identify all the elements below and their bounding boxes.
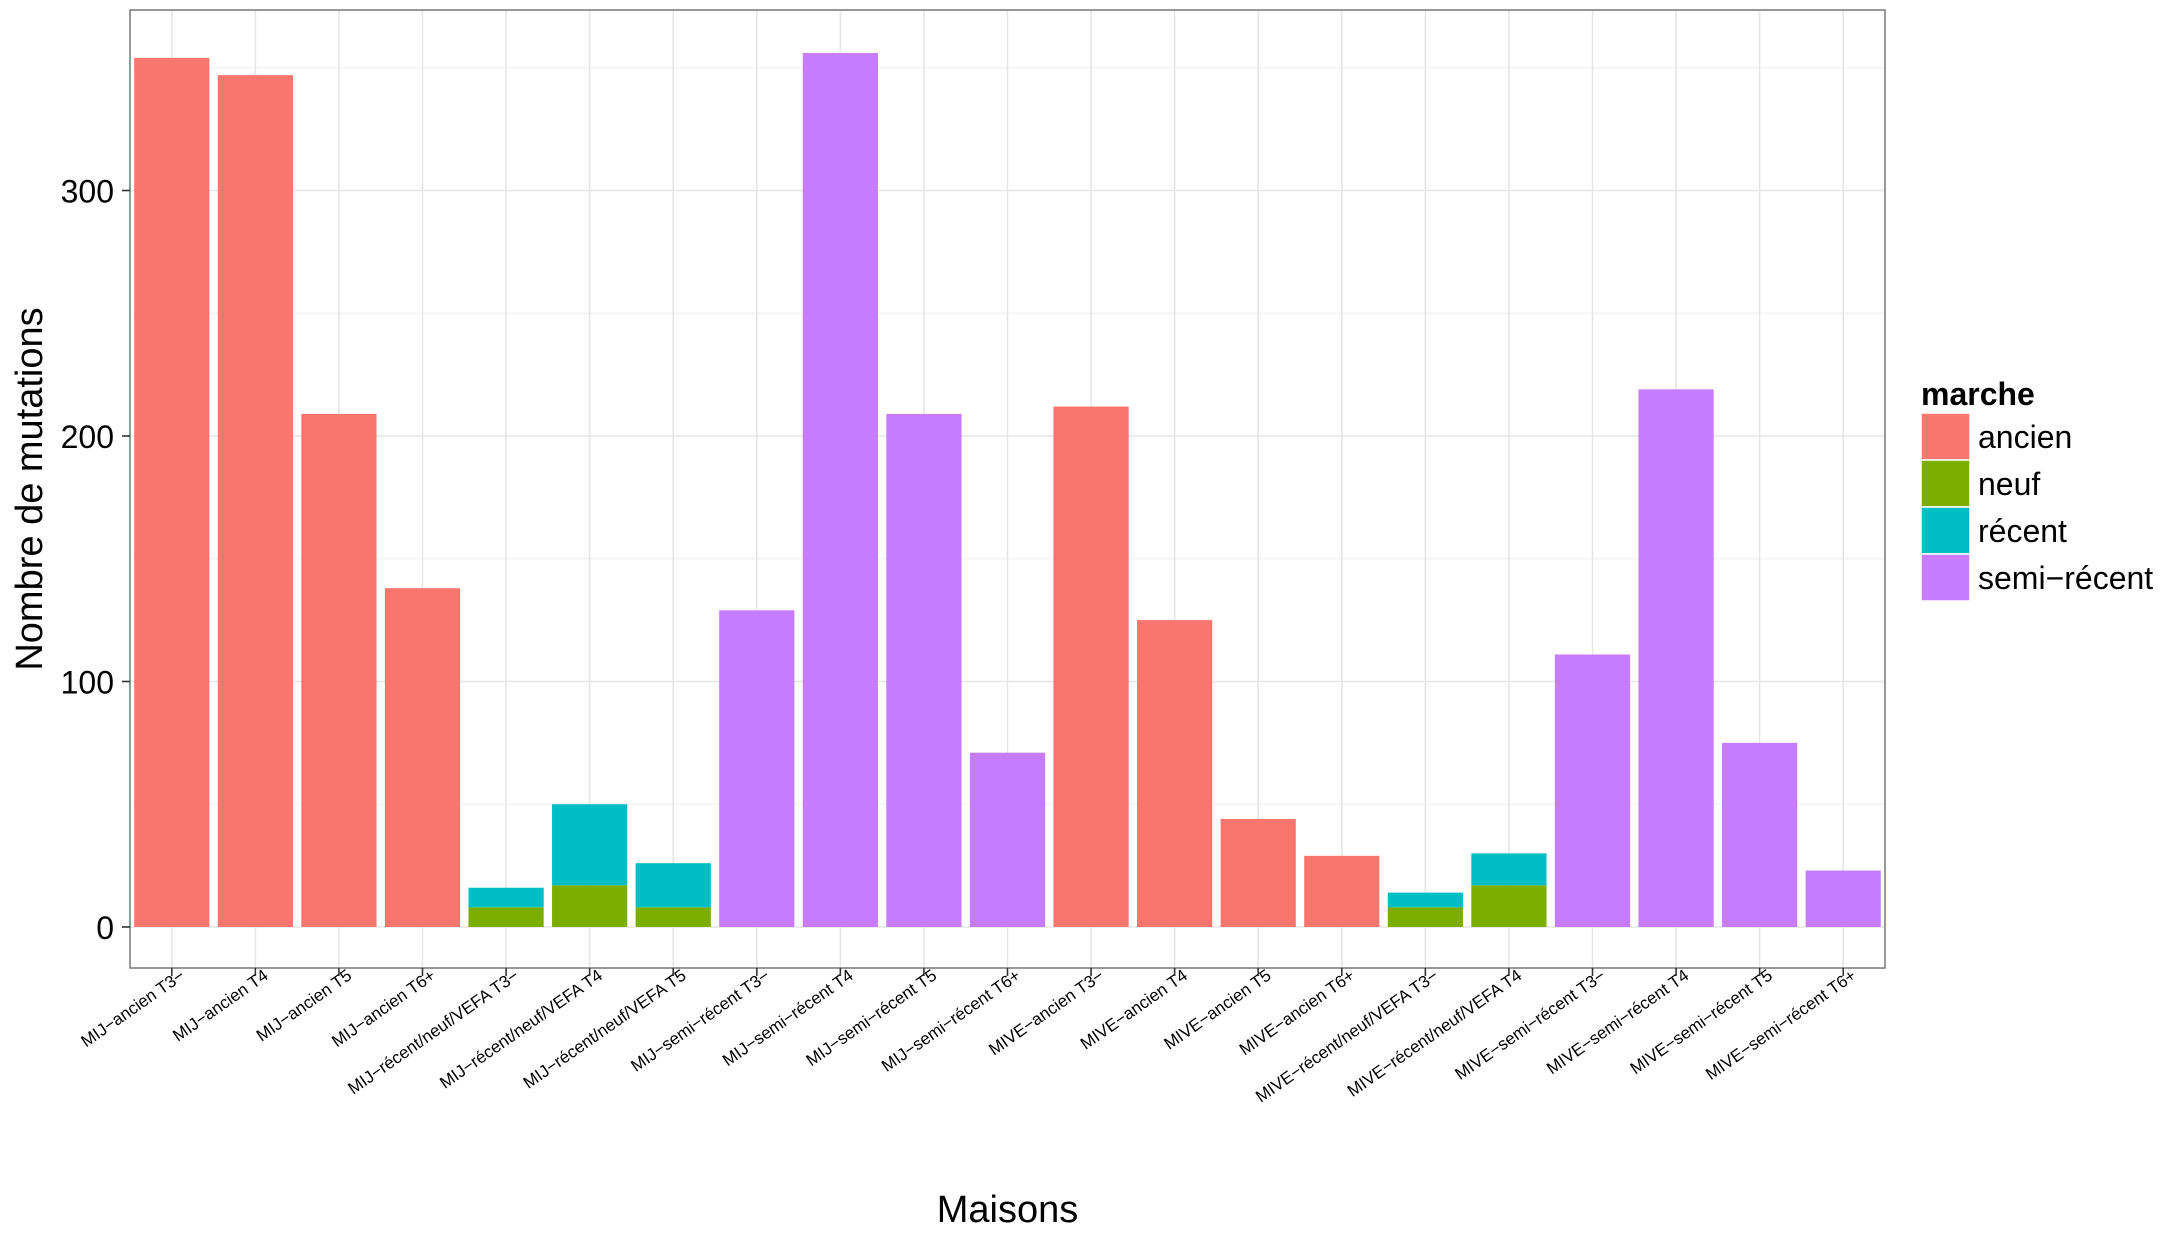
legend-label: récent xyxy=(1978,513,2067,549)
bar xyxy=(1722,742,1798,927)
bar xyxy=(1137,620,1213,927)
legend-label: neuf xyxy=(1978,466,2040,502)
bar xyxy=(635,863,711,908)
y-tick-label: 200 xyxy=(61,419,114,455)
y-tick-label: 100 xyxy=(61,665,114,701)
bar xyxy=(468,907,544,927)
bar xyxy=(1304,855,1380,927)
bar xyxy=(552,804,628,886)
bar xyxy=(1471,885,1547,927)
legend-label: semi−récent xyxy=(1978,560,2153,596)
x-tick-label: MIVE−semi−récent T4 xyxy=(1543,966,1692,1078)
bar xyxy=(1638,389,1714,928)
bar xyxy=(134,57,210,928)
bar xyxy=(552,885,628,927)
bar xyxy=(1471,853,1547,886)
y-tick-label: 0 xyxy=(96,910,114,946)
bar xyxy=(217,75,293,928)
bar xyxy=(301,413,377,927)
bar xyxy=(802,53,878,927)
bar xyxy=(1805,870,1881,927)
x-tick-label: MIJ−récent/neuf/VEFA T4 xyxy=(436,966,606,1093)
x-tick-label: MIJ−récent/neuf/VEFA T3− xyxy=(345,966,523,1099)
bar xyxy=(719,610,795,927)
legend-label: ancien xyxy=(1978,419,2072,455)
bar xyxy=(1053,406,1129,927)
legend-key xyxy=(1920,506,1971,555)
x-tick-label: MIVE−semi−récent T5 xyxy=(1627,966,1776,1078)
bar xyxy=(468,887,544,908)
y-tick-label: 300 xyxy=(61,174,114,210)
legend-key xyxy=(1920,459,1971,508)
bar xyxy=(1387,892,1463,908)
bar xyxy=(1387,907,1463,927)
x-tick-label: MIJ−semi−récent T6+ xyxy=(878,966,1024,1076)
legend-title: marche xyxy=(1921,376,2035,412)
x-axis-title: Maisons xyxy=(937,1189,1079,1231)
x-tick-label: MIJ−semi−récent T3− xyxy=(627,966,773,1076)
x-tick-label: MIJ−récent/neuf/VEFA T5 xyxy=(520,966,690,1093)
x-tick-label: MIVE−semi−récent T3− xyxy=(1451,966,1608,1084)
x-tick-label: MIJ−ancien T3− xyxy=(78,966,189,1051)
legend-key xyxy=(1920,553,1971,602)
bar xyxy=(635,907,711,927)
bar xyxy=(1220,818,1296,927)
x-tick-label: MIVE−semi−récent T6+ xyxy=(1702,966,1859,1084)
bar xyxy=(384,588,461,927)
bar xyxy=(886,413,962,927)
y-axis-title: Nombre de mutations xyxy=(9,307,51,670)
legend-key xyxy=(1920,412,1971,461)
bar xyxy=(969,752,1046,927)
bar xyxy=(1554,654,1631,927)
